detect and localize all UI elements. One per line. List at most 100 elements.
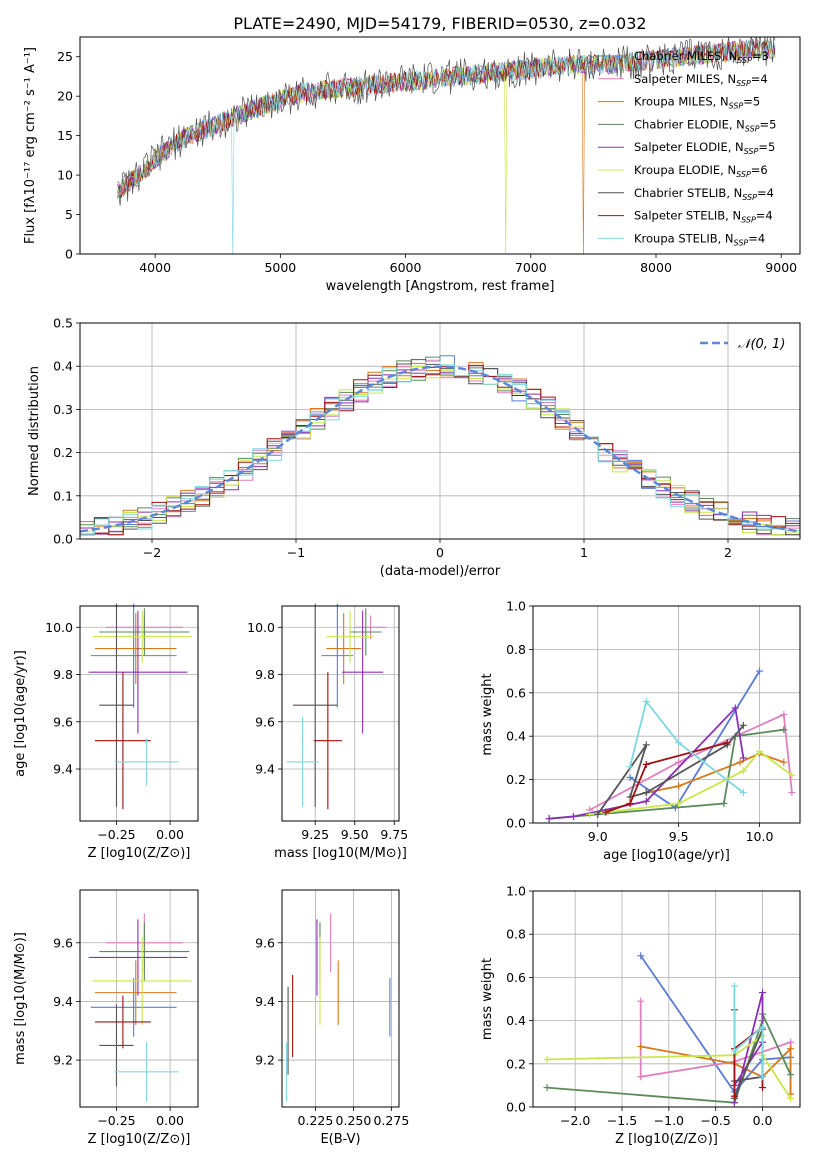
legend-subscript: SSP (741, 216, 756, 225)
legend-tail: =5 (758, 140, 775, 154)
x-tick-label: 9.0 (588, 829, 608, 844)
y-tick-label: 9.2 (255, 1053, 275, 1068)
y-axis-label: mass [log10(M/M⊙)] (13, 932, 28, 1065)
y-tick-label: 10.0 (247, 620, 275, 635)
x-tick-label: 9.25 (301, 827, 329, 842)
y-tick-label: 10.0 (45, 620, 73, 635)
spectrum-line (117, 39, 776, 198)
y-tick-label: 9.4 (255, 762, 275, 777)
y-tick-label: 0.2 (53, 445, 73, 460)
legend-subscript: SSP (736, 79, 751, 88)
legend-tail: =4 (756, 209, 773, 223)
x-tick-label: −2.0 (560, 1113, 590, 1128)
age-vs-mass-panel: 9.25 9.50 9.75 9.4 9.6 9.8 10.0 mass [log10(M/M… (247, 603, 408, 861)
y-tick-label: 0.8 (506, 642, 526, 657)
spectrum-line (117, 38, 776, 254)
y-tick-label: 0.0 (506, 1100, 526, 1115)
y-tick-label: 9.6 (255, 714, 275, 729)
legend-entry: Chabrier STELIB, NSSP=4 (634, 186, 774, 202)
mass-weight-vs-age-panel: 9.0 9.5 10.0 0.0 0.2 0.4 0.6 0.8 1.0 age [log10(a… (480, 599, 801, 863)
y-tick-label: 0.4 (506, 729, 526, 744)
y-axis-label: Flux [fλ10⁻¹⁷ erg cm⁻² s⁻¹ A⁻¹] (23, 47, 38, 244)
legend-subscript: SSP (742, 193, 757, 202)
x-tick-label: 8000 (640, 260, 672, 275)
x-tick-label: −0.25 (97, 1113, 135, 1128)
legend-tail: =4 (748, 231, 765, 245)
axes-frame (281, 605, 400, 822)
mass-weight-vs-metallicity-panel: −2.0 −1.5 −1.0 −0.5 0.0 0.0 0.2 0.4 0.6 0.8 1.0 Z [… (480, 884, 801, 1147)
legend-tail: =3 (752, 49, 769, 63)
x-tick-label: 1 (580, 545, 588, 560)
mass-vs-metallicity-panel: −0.25 0.00 9.2 9.4 9.6 Z [log10(Z/Z⊙)] mass [l… (13, 889, 199, 1147)
axes-frame (532, 890, 801, 1108)
x-tick-label: 0.275 (374, 1113, 410, 1128)
x-axis-label: age [log10(age/yr)] (603, 848, 730, 863)
y-tick-label: 0.0 (53, 532, 73, 547)
x-tick-label: 9000 (765, 260, 797, 275)
legend-tail: =5 (743, 95, 760, 109)
x-axis-label: (data-model)/error (380, 564, 501, 579)
legend-entry: 𝒩(0, 1) (738, 337, 785, 352)
y-tick-label: 0.4 (506, 1013, 526, 1028)
x-tick-label: 9.5 (669, 829, 689, 844)
x-tick-label: −1.5 (607, 1113, 637, 1128)
axes-frame (79, 605, 199, 822)
legend-entry: Salpeter STELIB, NSSP=4 (634, 209, 773, 225)
legend-subscript: SSP (729, 102, 744, 111)
legend-subscript: SSP (736, 170, 751, 179)
x-tick-label: 0 (436, 545, 444, 560)
axes-frame (79, 36, 801, 255)
x-tick-label: 9.50 (341, 827, 369, 842)
y-tick-label: 0 (65, 247, 73, 262)
x-axis-label: wavelength [Angstrom, rest frame] (326, 279, 555, 294)
x-tick-label: 7000 (515, 260, 547, 275)
legend-subscript: SSP (744, 147, 759, 156)
x-axis-label: Z [log10(Z/Z⊙)] (88, 846, 191, 861)
y-tick-label: 9.4 (53, 762, 73, 777)
histogram-series (80, 364, 800, 536)
y-tick-label: 9.4 (255, 994, 275, 1009)
y-axis-label: age [log10(age/yr)] (13, 650, 28, 777)
x-tick-label: 0.0 (753, 1113, 773, 1128)
y-tick-label: 0.0 (506, 816, 526, 831)
y-tick-label: 9.6 (53, 714, 73, 729)
y-tick-label: 9.2 (53, 1053, 73, 1068)
legend-entry: Salpeter MILES, NSSP=4 (634, 72, 768, 88)
legend-entry: Chabrier MILES, NSSP=3 (634, 49, 769, 65)
x-tick-label: 0.00 (156, 827, 184, 842)
x-tick-label: −1.0 (654, 1113, 684, 1128)
mass-weight-line (639, 955, 791, 1094)
legend-subscript: SSP (737, 56, 752, 65)
legend-subscript: SSP (745, 124, 760, 133)
y-tick-label: 1.0 (506, 884, 526, 899)
legend-entry: Kroupa ELODIE, NSSP=6 (634, 163, 768, 179)
x-axis-label: Z [log10(Z/Z⊙)] (615, 1132, 718, 1147)
y-tick-label: 9.6 (255, 935, 275, 950)
axes-frame (532, 605, 801, 824)
x-axis-label: E(B-V) (320, 1132, 360, 1147)
y-tick-label: 9.6 (53, 935, 73, 950)
y-tick-label: 0.4 (53, 359, 73, 374)
mass-weight-line (629, 699, 744, 794)
y-tick-label: 20 (57, 89, 73, 104)
y-tick-label: 0.6 (506, 970, 526, 985)
mass-weight-line (733, 986, 764, 1077)
y-tick-label: 10 (57, 168, 73, 183)
y-tick-label: 25 (57, 49, 73, 64)
x-tick-label: −0.5 (701, 1113, 731, 1128)
x-tick-label: 0.225 (298, 1113, 334, 1128)
x-tick-label: 0.250 (336, 1113, 372, 1128)
y-tick-label: 0.5 (53, 316, 73, 331)
mass-vs-ebv-panel: 0.225 0.250 0.275 9.2 9.4 9.6 E(B-V) (255, 889, 410, 1147)
y-tick-label: 0.2 (506, 1056, 526, 1071)
y-axis-label: mass weight (480, 673, 495, 755)
y-tick-label: 0.1 (53, 488, 73, 503)
x-tick-label: 5000 (264, 260, 296, 275)
x-tick-label: −0.25 (97, 827, 135, 842)
legend-entry: Salpeter ELODIE, NSSP=5 (634, 140, 775, 156)
y-tick-label: 9.4 (53, 994, 73, 1009)
legend-tail: =5 (760, 117, 777, 131)
y-tick-label: 15 (57, 128, 73, 143)
x-tick-label: −1 (287, 545, 305, 560)
